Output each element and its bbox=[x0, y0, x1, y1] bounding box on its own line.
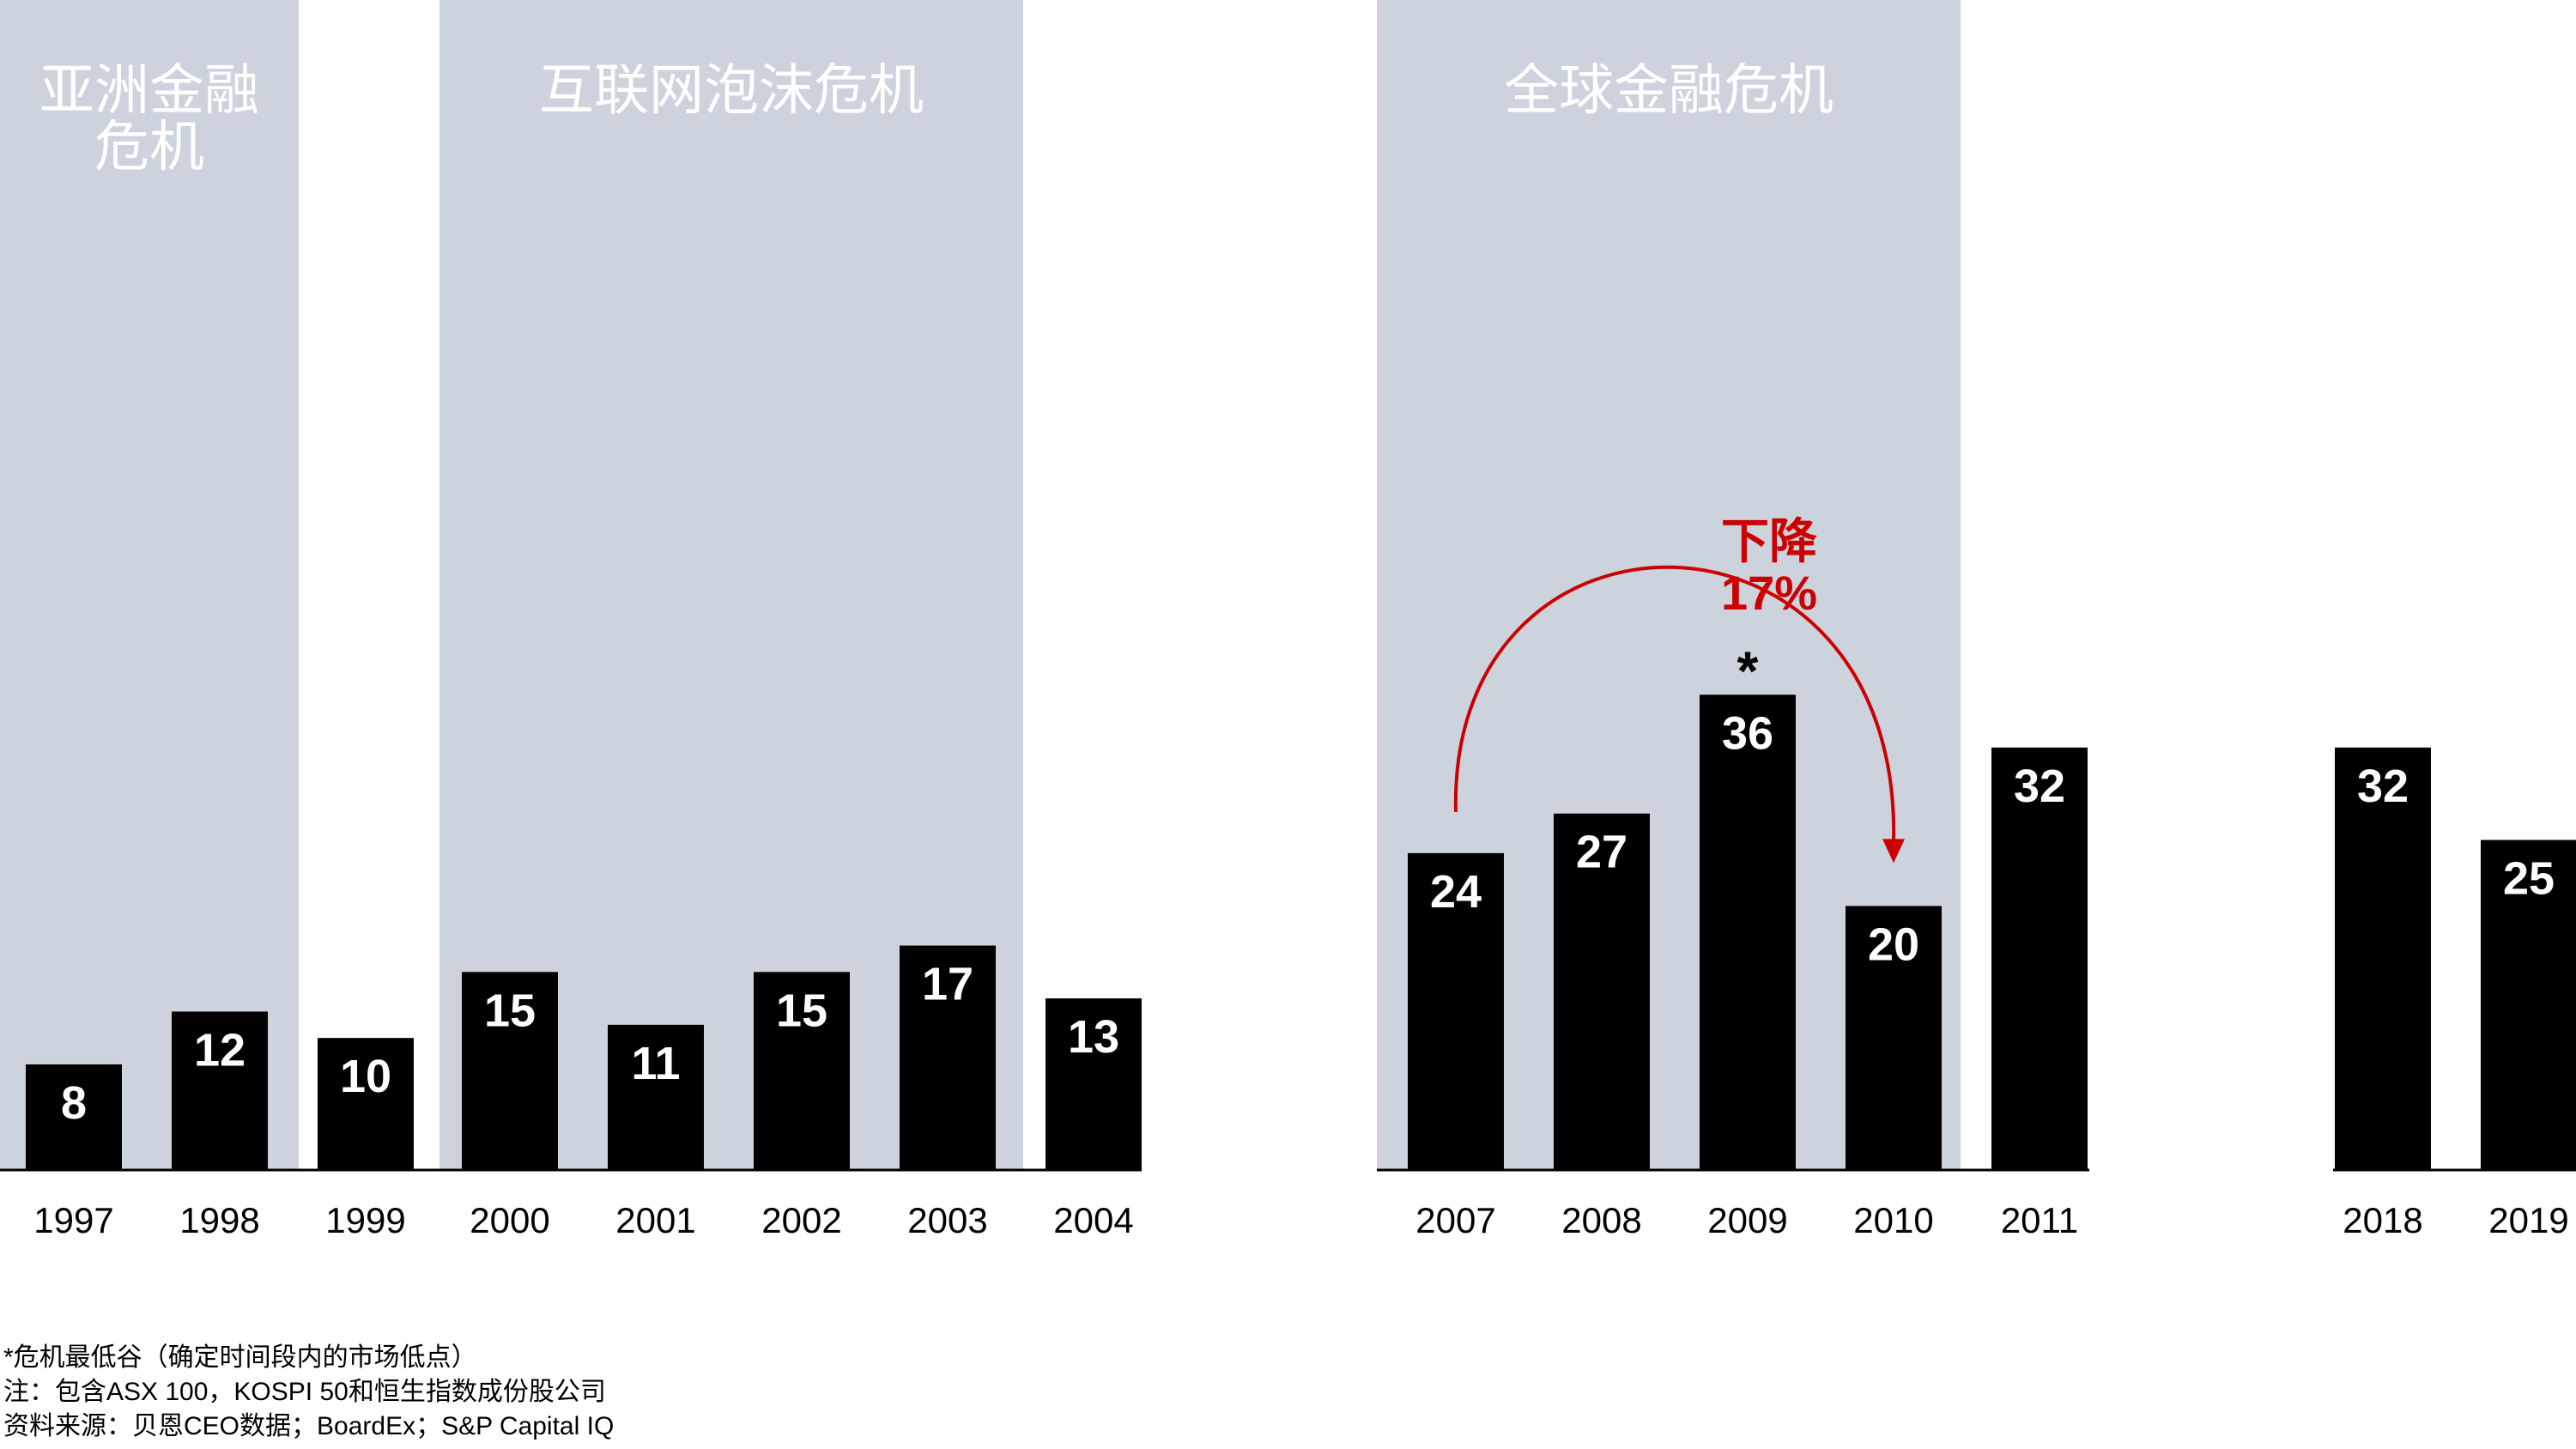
decline-percent: 17% bbox=[1721, 566, 1817, 620]
bar-value-label: 17 bbox=[922, 959, 973, 1010]
footnote-asterisk: *危机最低谷（确定时间段内的市场低点） bbox=[3, 1343, 477, 1372]
x-tick-label: 2008 bbox=[1561, 1200, 1641, 1240]
x-tick-label: 2018 bbox=[2343, 1200, 2422, 1240]
x-tick-label: 2000 bbox=[470, 1200, 549, 1240]
bar-value-label: 15 bbox=[484, 985, 536, 1036]
bar-value-label: 10 bbox=[340, 1051, 391, 1102]
bar bbox=[2335, 747, 2431, 1170]
bar bbox=[754, 972, 850, 1170]
bar-value-label: 25 bbox=[2503, 853, 2555, 905]
bars: 8 12 10 15 11 15 17 13 24 27 36 20 32 32 25 bbox=[26, 694, 2576, 1170]
bar bbox=[1991, 747, 2088, 1170]
bar bbox=[608, 1024, 704, 1170]
bar bbox=[172, 1011, 268, 1170]
bar bbox=[1408, 852, 1504, 1170]
bar-value-label: 32 bbox=[2014, 761, 2065, 812]
x-tick-label: 2001 bbox=[615, 1200, 695, 1240]
x-tick-label: 1999 bbox=[325, 1200, 405, 1240]
bar bbox=[462, 972, 558, 1170]
bar-value-label: 12 bbox=[194, 1024, 245, 1076]
bar-value-label: 36 bbox=[1722, 707, 1773, 759]
bar-value-label: 27 bbox=[1576, 827, 1627, 878]
bar bbox=[318, 1038, 414, 1170]
footnotes: *危机最低谷（确定时间段内的市场低点） 注：包含ASX 100，KOSPI 50… bbox=[3, 1341, 614, 1444]
decline-arrow bbox=[1453, 565, 1896, 843]
crisis-band-label: 全球金融危机 bbox=[1504, 59, 1834, 123]
x-tick-label: 2003 bbox=[907, 1200, 987, 1240]
bar bbox=[1846, 906, 1942, 1170]
bar bbox=[2481, 840, 2576, 1170]
footnote-note: 注：包含ASX 100，KOSPI 50和恒生指数成份股公司 bbox=[3, 1378, 606, 1406]
bar bbox=[1700, 694, 1796, 1170]
x-tick-label: 1998 bbox=[179, 1200, 259, 1240]
x-tick-label: 2007 bbox=[1415, 1200, 1495, 1240]
footnote-source: 资料来源：贝恩CEO数据；BoardEx；S&P Capital IQ bbox=[3, 1412, 615, 1440]
decline-arrowhead bbox=[1882, 839, 1905, 864]
bar-value-label: 20 bbox=[1868, 919, 1919, 970]
bar-value-label: 24 bbox=[1430, 866, 1482, 918]
crisis-band bbox=[0, 0, 299, 1170]
bar-value-label: 15 bbox=[776, 985, 827, 1036]
x-tick-label: 2002 bbox=[761, 1200, 841, 1240]
x-tick-label: 2019 bbox=[2488, 1200, 2568, 1240]
bar bbox=[1046, 998, 1142, 1170]
x-tick-label: 2009 bbox=[1707, 1200, 1787, 1240]
x-tick-label: 2010 bbox=[1853, 1200, 1933, 1240]
bar-value-label: 32 bbox=[2357, 761, 2409, 812]
bar-value-label: 8 bbox=[61, 1077, 87, 1129]
x-tick-labels: 1997 1998 1999 2000 2001 2002 2003 2004 2007 2008… bbox=[33, 1200, 2568, 1240]
bar-value-label: 13 bbox=[1068, 1011, 1119, 1063]
trough-marker: * bbox=[1737, 640, 1759, 701]
bar bbox=[1554, 813, 1650, 1170]
bar-value-label: 11 bbox=[631, 1038, 680, 1089]
decline-label: 下降 bbox=[1721, 514, 1817, 568]
x-tick-label: 2004 bbox=[1053, 1200, 1133, 1240]
bar bbox=[900, 945, 996, 1170]
crisis-band-label: 亚洲金融危机 bbox=[39, 59, 259, 179]
crisis-band-label: 互联网泡沫危机 bbox=[539, 59, 924, 123]
bar bbox=[26, 1064, 122, 1170]
x-tick-label: 2011 bbox=[2001, 1200, 2078, 1240]
x-tick-label: 1997 bbox=[33, 1200, 113, 1240]
